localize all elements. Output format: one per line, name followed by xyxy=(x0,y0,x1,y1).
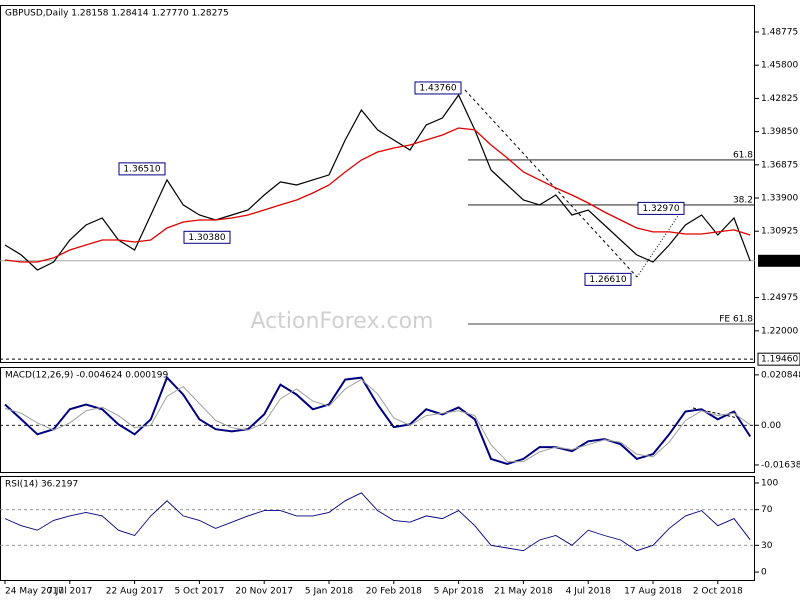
panel-frame xyxy=(0,5,755,363)
panel-title: GBPUSD,Daily 1.28158 1.28414 1.27770 1.2… xyxy=(5,9,229,19)
price-callout-label: 1.30380 xyxy=(188,233,225,243)
price-callout xyxy=(584,272,632,286)
x-tick-label: 20 Nov 2017 xyxy=(235,587,293,597)
y-tick-label: 1.24975 xyxy=(761,293,798,303)
price-callout xyxy=(183,230,231,244)
price-callout xyxy=(414,81,462,95)
indicator-line xyxy=(4,378,751,463)
fib-label: FE 61.8 xyxy=(719,315,753,325)
current-price-label: 1.28275 xyxy=(761,256,798,266)
y-tick-label: 100 xyxy=(761,478,778,488)
trend-line xyxy=(636,206,685,278)
y-tick-label: 1.42825 xyxy=(761,94,798,104)
y-tick-label: -0.016389 xyxy=(761,460,800,470)
current-price-box xyxy=(758,254,800,267)
x-tick-label: 7 Jul 2017 xyxy=(47,587,92,597)
y-tick-label: 1.33900 xyxy=(761,194,798,204)
y-tick-label: 1.48775 xyxy=(761,27,798,37)
x-tick-label: 22 Aug 2017 xyxy=(106,587,164,597)
y-tick-label: 30 xyxy=(761,541,773,551)
y-tick-label: 0 xyxy=(761,568,767,578)
fib-label: 38.2 xyxy=(733,195,753,205)
x-tick-label: 5 Jan 2018 xyxy=(305,587,353,597)
panel-frame xyxy=(0,476,755,581)
support-label: 1.19460 xyxy=(761,355,798,365)
y-tick-label: 0.00 xyxy=(761,421,781,431)
indicator-line xyxy=(4,127,751,263)
price-callout-label: 1.26610 xyxy=(589,275,626,285)
x-tick-label: 21 May 2018 xyxy=(494,587,553,597)
price-line xyxy=(4,93,751,271)
support-box xyxy=(757,352,800,366)
price-callout xyxy=(118,162,166,176)
y-tick-label: 1.22000 xyxy=(761,326,798,336)
y-tick-label: 1.45800 xyxy=(761,61,798,71)
fib-label: 61.8 xyxy=(733,150,753,160)
y-tick-label: 1.39850 xyxy=(761,127,798,137)
x-tick-label: 20 Feb 2018 xyxy=(366,587,422,597)
x-tick-label: 2 Oct 2018 xyxy=(693,587,743,597)
price-callout-label: 1.36510 xyxy=(123,164,160,174)
watermark: ActionForex.com xyxy=(251,309,434,334)
indicator-line xyxy=(4,492,751,552)
panel-frame xyxy=(0,367,755,473)
panel-title: MACD(12,26,9) -0.004624 0.000199 xyxy=(5,371,168,381)
x-tick-label: 5 Oct 2017 xyxy=(174,587,224,597)
x-tick-label: 5 Apr 2018 xyxy=(434,587,484,597)
price-callout-label: 1.43760 xyxy=(419,83,456,93)
x-tick-label: 24 May 2017 xyxy=(5,587,64,597)
y-tick-label: 1.30925 xyxy=(761,227,798,237)
price-callout-label: 1.32970 xyxy=(642,204,679,214)
price-callout xyxy=(637,201,685,215)
trend-line xyxy=(464,89,638,278)
y-tick-label: 70 xyxy=(761,505,773,515)
y-tick-label: 1.36875 xyxy=(761,160,798,170)
panel-title: RSI(14) 36.2197 xyxy=(5,480,78,490)
indicator-line xyxy=(4,375,752,466)
x-tick-label: 17 Aug 2018 xyxy=(624,587,682,597)
x-tick-label: 4 Jul 2018 xyxy=(566,587,611,597)
y-tick-label: 0.020848 xyxy=(761,370,800,380)
